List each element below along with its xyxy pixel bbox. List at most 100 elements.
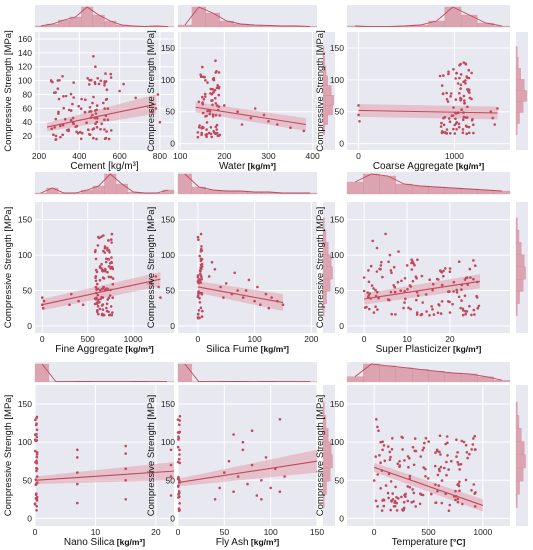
scatter-point — [458, 92, 461, 95]
scatter-point — [200, 315, 204, 318]
scatter-point — [76, 501, 79, 505]
x-hist-bar — [191, 6, 206, 28]
x-tick-label: 1000 — [445, 151, 464, 161]
scatter-point — [466, 456, 469, 460]
scatter-point — [452, 290, 455, 293]
scatter-point — [61, 75, 64, 78]
scatter-point — [209, 132, 213, 136]
scatter-point — [384, 232, 387, 236]
scatter-point — [59, 124, 62, 128]
scatter-point — [35, 492, 38, 496]
scatter-point — [267, 120, 270, 123]
scatter-point — [198, 301, 202, 304]
scatter-point — [201, 65, 204, 69]
y-hist-bar — [515, 428, 522, 442]
x-hist-bar — [444, 372, 462, 383]
scatter-point — [34, 497, 38, 500]
scatter-point — [357, 104, 360, 107]
scatter-point — [54, 134, 58, 138]
scatter-point — [460, 299, 463, 302]
scatter-point — [96, 244, 100, 247]
scatter-point — [362, 289, 366, 293]
scatter-point — [387, 260, 390, 264]
scatter-point — [35, 466, 38, 470]
scatter-point — [199, 73, 202, 76]
scatter-point — [453, 123, 457, 127]
scatter-point — [134, 96, 137, 100]
scatter-point — [420, 312, 424, 316]
scatter-point — [103, 118, 106, 121]
scatter-point — [491, 116, 495, 120]
scatter-point — [177, 493, 180, 496]
scatter-point — [176, 445, 180, 449]
scatter-point — [177, 475, 180, 479]
scatter-point — [438, 450, 441, 454]
scatter-point — [437, 303, 440, 306]
y-hist-bar — [515, 266, 526, 280]
y-hist-bar — [515, 481, 520, 495]
x-tick-label: 100 — [247, 334, 261, 344]
scatter-point — [102, 285, 105, 289]
scatter-point — [448, 120, 452, 123]
scatter-point — [105, 130, 108, 133]
scatter-point — [407, 465, 410, 469]
scatter-point — [62, 106, 65, 110]
y-hist-bar — [515, 217, 518, 231]
scatter-point — [262, 113, 266, 117]
x-tick-label: 200 — [304, 334, 318, 344]
scatter-point — [98, 300, 101, 304]
x-hist-bar — [395, 183, 413, 195]
trend-line — [195, 106, 307, 126]
scatter-point — [415, 313, 419, 316]
scatter-point — [445, 91, 449, 95]
x-hist-bar — [493, 190, 511, 195]
scatter-point — [464, 82, 467, 85]
scatter-point — [456, 500, 460, 504]
scatter-point — [150, 110, 154, 114]
scatter-point — [264, 292, 268, 296]
y-tick-label: 150 — [18, 215, 32, 225]
y-hist-bar — [322, 46, 325, 57]
scatter-point — [381, 275, 384, 279]
x-axis-label: Fine Aggregate [kg/m³] — [55, 344, 154, 355]
scatter-point — [159, 296, 162, 299]
scatter-point — [442, 274, 445, 278]
scatter-point — [103, 107, 106, 110]
x-tick-label: 100 — [173, 151, 187, 161]
scatter-point — [77, 104, 80, 108]
scatter-point — [467, 76, 471, 80]
scatter-point — [62, 95, 65, 98]
scatter-point — [477, 304, 481, 308]
scatter-point — [472, 483, 476, 486]
scatter-point — [440, 121, 443, 125]
scatter-point — [224, 282, 228, 285]
scatter-point — [217, 105, 221, 108]
scatter-point — [95, 137, 98, 141]
x-tick-label: 500 — [421, 527, 435, 537]
y-tick-label: 0 — [339, 139, 344, 149]
scatter-point — [169, 475, 173, 478]
scatter-point — [79, 107, 83, 110]
scatter-point — [93, 302, 97, 306]
x-tick-label: 1000 — [473, 527, 492, 537]
scatter-point — [76, 471, 79, 474]
scatter-point — [387, 496, 390, 500]
scatter-point — [372, 479, 376, 482]
x-hist-bar — [346, 376, 364, 383]
y-tick-label: 100 — [161, 437, 175, 447]
scatter-point — [61, 123, 65, 127]
y-tick-label: 0 — [339, 513, 344, 523]
scatter-point — [41, 296, 44, 299]
scatter-point — [357, 113, 360, 117]
scatter-point — [106, 287, 109, 291]
plot-area — [347, 202, 510, 333]
scatter-point — [415, 311, 419, 314]
scatter-point — [91, 113, 94, 117]
chart-panel-5: 0 100 200 0 50 100 150 Silica Fume [kg/m³] Compr… — [146, 172, 335, 355]
scatter-point — [473, 505, 477, 508]
x-hist-bar — [428, 371, 445, 383]
x-tick-label: 800 — [153, 151, 167, 161]
scatter-point — [94, 112, 98, 115]
scatter-point — [464, 478, 468, 482]
